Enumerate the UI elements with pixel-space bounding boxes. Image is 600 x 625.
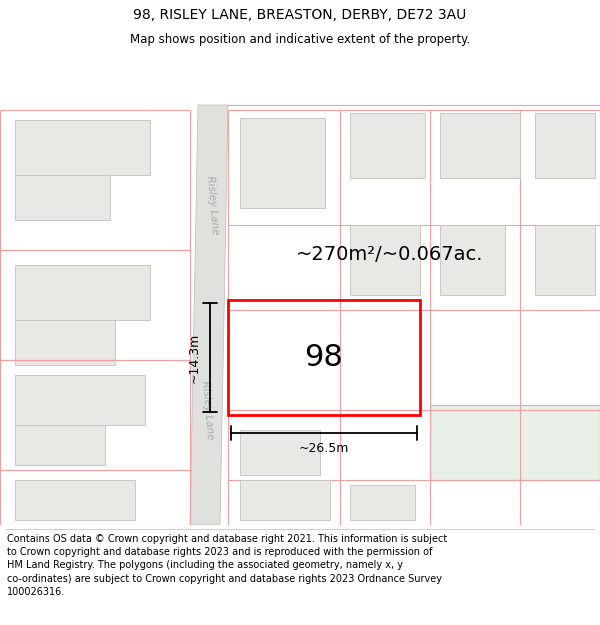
Bar [535, 225, 595, 295]
Bar [350, 485, 415, 520]
Text: Risley Lane: Risley Lane [200, 380, 215, 440]
Bar [535, 113, 595, 178]
Bar [15, 480, 135, 520]
Polygon shape [190, 105, 228, 525]
Text: ~14.3m: ~14.3m [187, 332, 200, 382]
Bar [15, 375, 145, 425]
Bar [240, 480, 330, 520]
Bar [15, 425, 105, 465]
Bar [15, 120, 150, 175]
Bar [240, 430, 320, 475]
Text: ~270m²/~0.067ac.: ~270m²/~0.067ac. [296, 246, 484, 264]
Bar [15, 175, 110, 220]
Text: Map shows position and indicative extent of the property.: Map shows position and indicative extent… [130, 32, 470, 46]
Bar [228, 300, 420, 415]
Bar [440, 225, 505, 295]
Bar [350, 225, 420, 295]
Text: 98: 98 [305, 343, 343, 372]
Text: 98, RISLEY LANE, BREASTON, DERBY, DE72 3AU: 98, RISLEY LANE, BREASTON, DERBY, DE72 3… [133, 8, 467, 22]
Bar [430, 405, 600, 480]
Text: Risley Lane: Risley Lane [205, 175, 221, 235]
Bar [240, 118, 325, 208]
Bar [15, 265, 150, 320]
Text: Contains OS data © Crown copyright and database right 2021. This information is : Contains OS data © Crown copyright and d… [7, 534, 448, 597]
Bar [15, 320, 115, 365]
Bar [350, 113, 425, 178]
Bar [440, 113, 520, 178]
Text: ~26.5m: ~26.5m [299, 442, 349, 456]
